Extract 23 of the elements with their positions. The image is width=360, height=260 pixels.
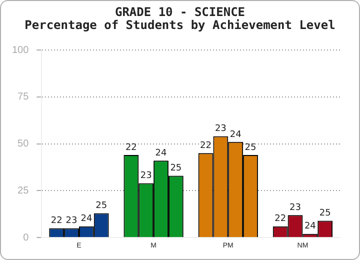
chart-subtitle: Percentage of Students by Achievement Level [24, 18, 336, 32]
series-label: 25 [96, 201, 108, 212]
text: 22 [274, 214, 286, 224]
series-label: 24 [80, 214, 92, 224]
chart-title: GRADE 10 - SCIENCE [114, 5, 246, 19]
text: 22 [125, 142, 137, 153]
text: 24 [230, 130, 242, 140]
text: 25 [319, 208, 331, 219]
text: 23 [214, 124, 226, 134]
text: 22 [200, 141, 212, 152]
y-tick-label: 25 [18, 185, 30, 196]
text: 24 [304, 222, 316, 232]
text: 24 [155, 148, 167, 159]
y-tick-label: 100 [12, 44, 30, 56]
text: 25 [170, 164, 182, 174]
y-tick-label: 75 [18, 92, 30, 103]
text: 25 [244, 142, 256, 153]
y-tick-label: 50 [18, 138, 30, 150]
text: 23 [140, 171, 152, 182]
text: 23 [290, 202, 301, 213]
y-tick-label: 0 [23, 232, 30, 244]
series-label: 23 [66, 216, 78, 226]
series-label: 22 [50, 216, 62, 226]
